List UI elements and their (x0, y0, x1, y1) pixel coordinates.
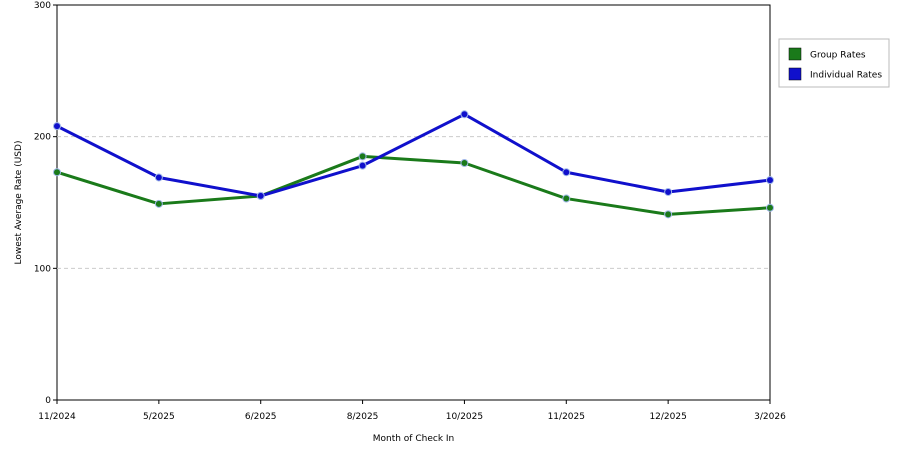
series-line (56, 154, 771, 216)
x-tick-label: 5/2025 (143, 412, 175, 422)
data-point (562, 168, 571, 177)
data-point (256, 191, 265, 200)
legend-label: Individual Rates (810, 71, 882, 81)
x-tick-label: 12/2025 (649, 412, 686, 422)
data-point (766, 203, 774, 212)
data-point (154, 199, 163, 208)
y-tick-label: 300 (34, 1, 51, 11)
data-point (664, 210, 673, 219)
data-point (766, 176, 774, 185)
y-tick-label: 200 (34, 133, 51, 143)
data-point (562, 194, 571, 203)
data-point (53, 168, 61, 177)
series-line (56, 112, 771, 198)
x-tick-label: 10/2025 (446, 412, 483, 422)
data-point (358, 161, 367, 170)
y-axis-title: Lowest Average Rate (USD) (14, 141, 24, 265)
y-tick-label: 0 (45, 396, 51, 406)
x-tick-label: 6/2025 (245, 412, 277, 422)
legend-box (778, 38, 890, 88)
legend-swatch (788, 67, 802, 81)
data-point (358, 152, 367, 161)
x-tick-label: 3/2026 (754, 412, 786, 422)
data-point (53, 122, 61, 131)
legend: Group Rates Individual Rates (778, 38, 890, 88)
data-point (460, 110, 469, 119)
y-tick-label: 100 (34, 264, 51, 274)
legend-swatch (788, 47, 802, 61)
x-tick-label: 11/2025 (548, 412, 585, 422)
x-tick-label: 8/2025 (347, 412, 379, 422)
data-point (460, 159, 469, 167)
data-point (154, 173, 163, 182)
data-point (664, 187, 673, 196)
legend-label: Group Rates (810, 51, 866, 61)
x-axis-title: Month of Check In (373, 434, 455, 444)
x-tick-label: 11/2024 (38, 412, 76, 422)
